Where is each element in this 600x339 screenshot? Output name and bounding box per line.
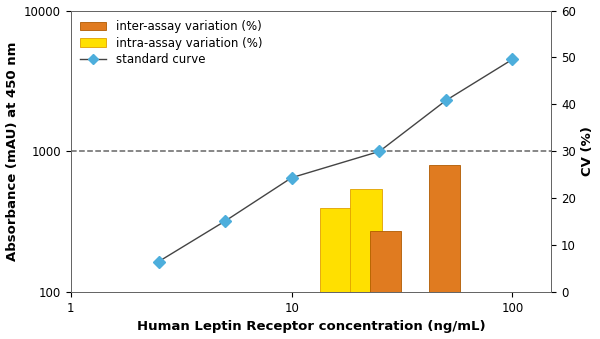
Bar xyxy=(370,231,401,292)
Y-axis label: CV (%): CV (%) xyxy=(581,126,595,176)
Y-axis label: Absorbance (mAU) at 450 nm: Absorbance (mAU) at 450 nm xyxy=(5,42,19,261)
X-axis label: Human Leptin Receptor concentration (ng/mL): Human Leptin Receptor concentration (ng/… xyxy=(137,320,485,334)
Bar xyxy=(350,189,382,292)
Legend: inter-assay variation (%), intra-assay variation (%), standard curve: inter-assay variation (%), intra-assay v… xyxy=(77,17,266,69)
Bar xyxy=(320,208,351,292)
Bar xyxy=(429,165,460,292)
